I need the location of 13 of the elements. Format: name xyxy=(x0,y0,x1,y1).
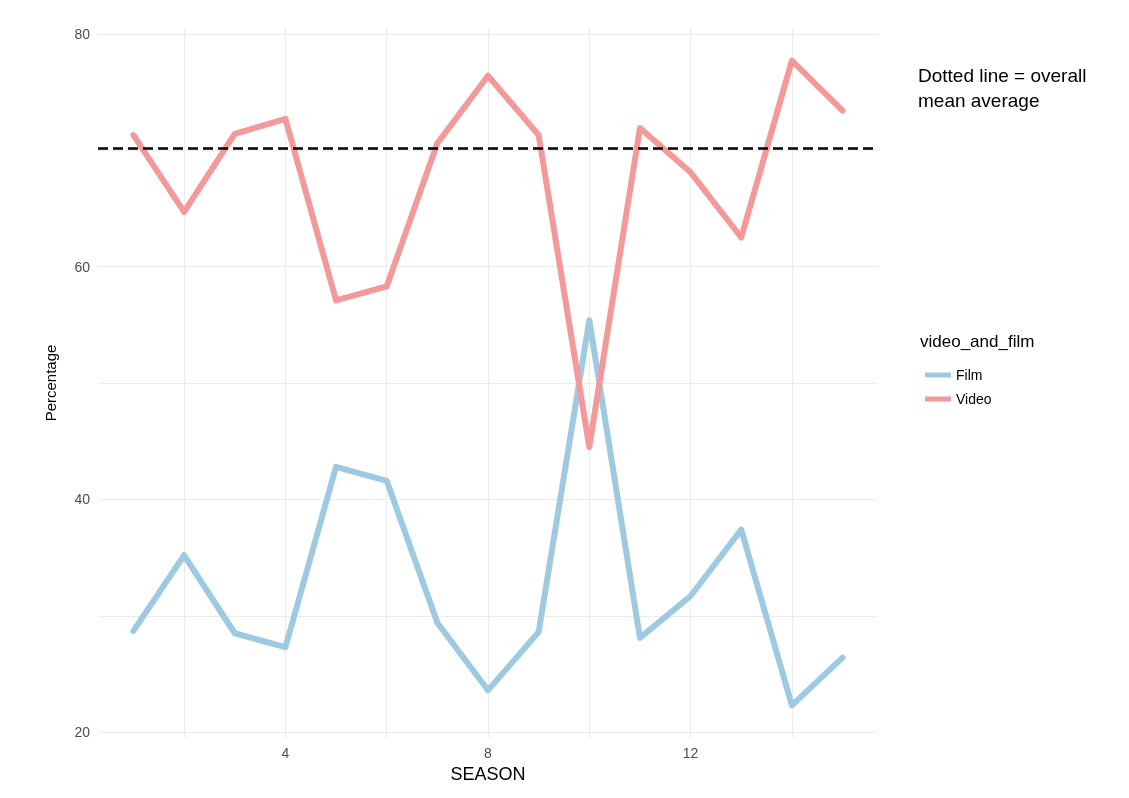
x-tick-label: 8 xyxy=(484,745,493,761)
legend-label: Video xyxy=(956,391,992,407)
y-axis-title: Percentage xyxy=(42,344,59,422)
x-axis-title: SEASON xyxy=(450,763,526,784)
x-tick-label: 4 xyxy=(281,745,290,761)
legend-title: video_and_film xyxy=(920,332,1035,351)
x-tick-label: 12 xyxy=(682,745,699,761)
legend-label: Film xyxy=(956,367,983,383)
y-tick-label: 20 xyxy=(74,724,91,741)
text: Dotted line = overall mean average xyxy=(918,65,1092,111)
y-tick-label: 80 xyxy=(74,25,91,42)
y-tick-label: 40 xyxy=(74,491,91,508)
y-tick-label: 60 xyxy=(74,258,91,275)
